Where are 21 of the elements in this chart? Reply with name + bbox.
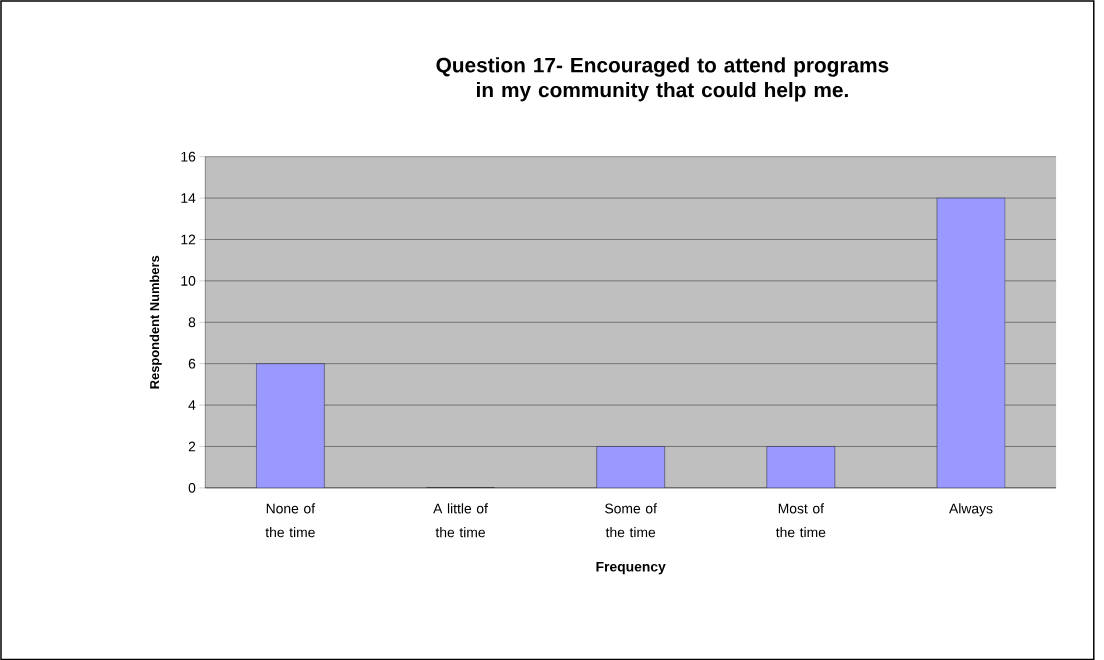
y-tick-label: 4 — [188, 400, 196, 410]
bar — [256, 363, 325, 488]
x-tick-label: None of the time — [265, 503, 316, 538]
bar — [936, 197, 1006, 488]
y-tick-label: 10 — [181, 275, 196, 286]
chart-title: Question 17- Encouraged to attend programs in my community that could help me. — [436, 57, 889, 102]
y-tick-label: 2 — [188, 441, 196, 452]
x-tick-label: Some of the time — [605, 503, 657, 538]
y-tick-label: 16 — [181, 151, 196, 162]
bar — [766, 446, 836, 488]
y-tick-label: 6 — [188, 358, 196, 369]
y-tick-label: 0 — [188, 482, 196, 493]
y-tick-label: 12 — [181, 234, 196, 245]
y-tick-label: 8 — [188, 317, 196, 327]
y-tick-label: 14 — [181, 193, 196, 203]
x-tick-label: Most of the time — [775, 503, 826, 538]
y-axis-title: Respondent Numbers — [149, 255, 162, 389]
x-axis-title: Frequency — [596, 561, 666, 575]
x-tick-label: A little of the time — [433, 503, 488, 538]
bar — [596, 446, 665, 488]
x-tick-label: Always — [949, 503, 993, 517]
